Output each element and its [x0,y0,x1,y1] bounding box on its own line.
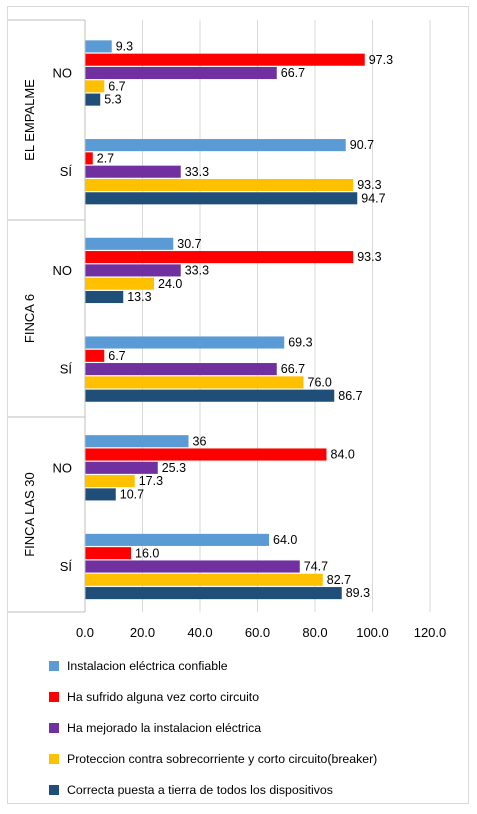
bar [85,66,277,80]
bar [85,533,269,546]
bar [85,349,105,362]
data-label: 89.3 [346,586,370,600]
bar [85,53,365,66]
bar [85,363,277,376]
bar [85,192,358,205]
data-label: 25.3 [162,461,186,475]
data-label: 2.7 [97,151,114,165]
bar [85,376,304,389]
data-label: 6.7 [108,79,125,93]
legend-item-series-5: Correcta puesta a tierra de todos los di… [49,774,377,805]
x-tick-label: 120.0 [414,625,447,640]
bar [85,237,174,250]
data-label: 82.7 [327,573,351,587]
category-label: SÍ [60,559,73,574]
x-tick-label: 20.0 [130,625,155,640]
data-label: 94.7 [361,191,385,205]
bar [85,547,131,560]
legend: Instalacion eléctrica confiable Ha sufri… [49,650,377,805]
legend-label: Instalacion eléctrica confiable [67,658,228,673]
data-label: 16.0 [135,546,159,560]
bar [85,251,354,264]
data-label: 6.7 [108,349,125,363]
data-label: 97.3 [369,53,393,67]
bar [85,560,300,573]
bar [85,336,285,349]
data-label: 90.7 [350,138,374,152]
data-label: 66.7 [281,66,305,80]
data-label: 5.3 [104,93,121,107]
data-label: 64.0 [273,533,297,547]
legend-label: Correcta puesta a tierra de todos los di… [67,782,333,797]
data-label: 13.3 [127,290,151,304]
legend-swatch [49,722,59,733]
data-label: 93.3 [357,178,381,192]
data-label: 86.7 [338,389,362,403]
legend-label: Proteccion contra sobrecorriente y corto… [67,751,378,766]
bar [85,152,93,165]
x-tick-label: 80.0 [302,625,327,640]
bar [85,40,112,53]
legend-swatch [49,753,59,764]
data-label: 93.3 [357,250,381,264]
category-label: NO [53,460,73,475]
bar [85,264,181,277]
data-label: 74.7 [304,560,328,574]
legend-item-series-2: Ha sufrido alguna vez corto circuito [49,681,377,712]
data-label: 69.3 [288,336,312,350]
legend-label: Ha mejorado la instalacion eléctrica [67,720,262,735]
category-label: NO [53,263,73,278]
bar [85,178,354,192]
bar [85,139,346,152]
bar [85,573,323,586]
data-label: 66.7 [281,362,305,376]
bar [85,277,154,290]
group-label: EL EMPALME [22,79,37,161]
category-label: NO [53,66,73,81]
data-label: 17.3 [139,474,163,488]
data-label: 33.3 [185,165,209,179]
bar [85,587,342,600]
bar [85,389,335,402]
legend-swatch [49,691,59,702]
group-label: FINCA LAS 30 [22,472,37,557]
data-label: 9.3 [116,39,133,53]
data-label: 10.7 [120,487,144,501]
category-label: SÍ [60,362,73,377]
bar [85,488,116,501]
legend-label: Ha sufrido alguna vez corto circuito [67,689,260,704]
group-label: FINCA 6 [22,294,37,343]
category-label: SÍ [60,164,73,179]
x-tick-label: 40.0 [187,625,212,640]
bar [85,290,124,304]
x-tick-label: 100.0 [356,625,389,640]
bar [85,435,189,448]
legend-swatch [49,784,59,795]
x-tick-label: 60.0 [245,625,270,640]
data-label: 33.3 [185,263,209,277]
x-tick-label: 0.0 [76,625,94,640]
legend-item-series-1: Instalacion eléctrica confiable [49,650,377,681]
bar [85,93,101,106]
legend-swatch [49,660,59,671]
bar [85,461,158,474]
bar [85,448,327,461]
bar [85,80,105,93]
data-label: 30.7 [177,237,201,251]
legend-item-series-3: Ha mejorado la instalacion eléctrica [49,712,377,743]
data-label: 84.0 [331,448,355,462]
legend-item-series-4: Proteccion contra sobrecorriente y corto… [49,743,377,774]
data-label: 36 [193,434,207,448]
bar [85,165,181,178]
bar [85,475,135,488]
data-label: 76.0 [308,375,332,389]
data-label: 24.0 [158,277,182,291]
chart-frame [7,6,469,804]
